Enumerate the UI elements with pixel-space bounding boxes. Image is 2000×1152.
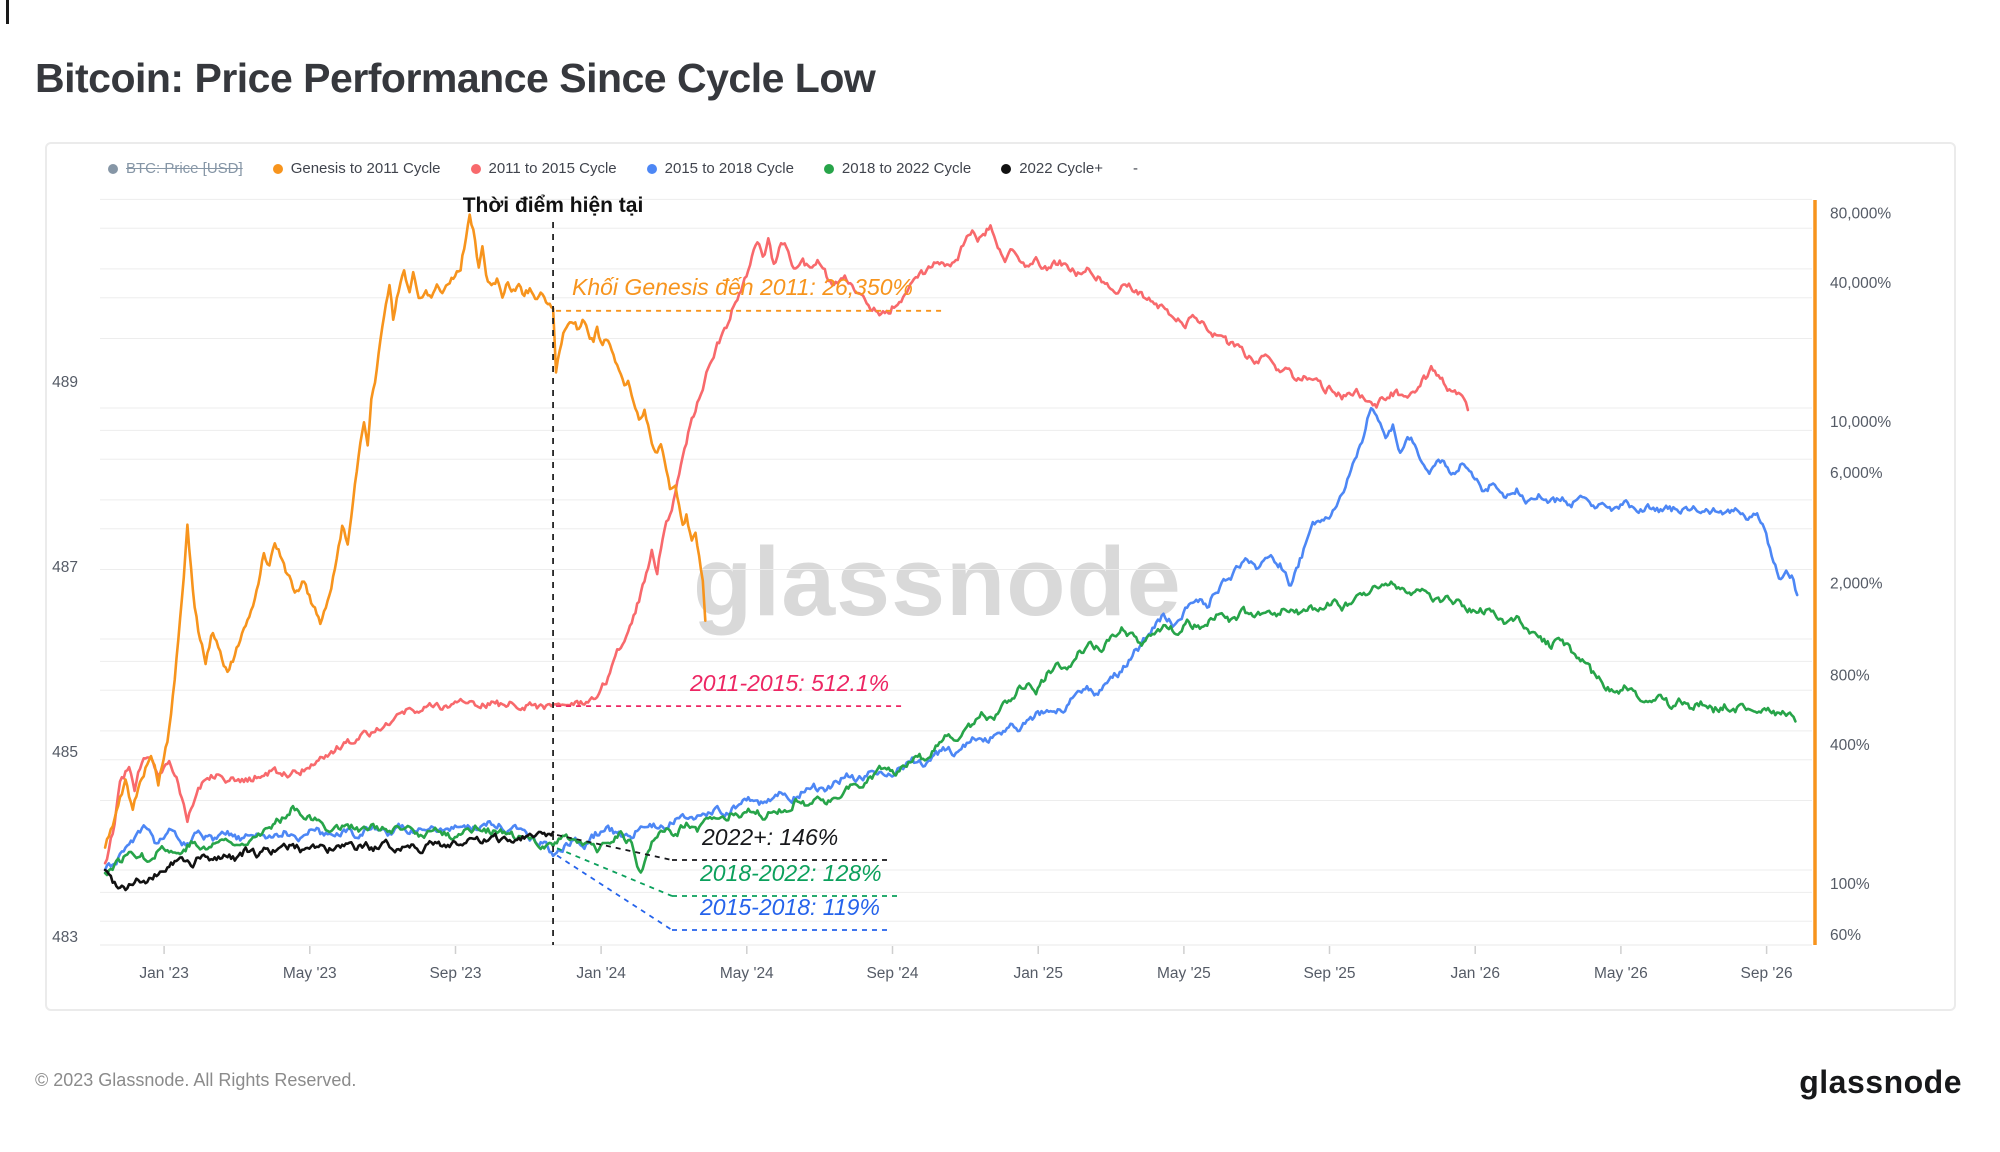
legend-label-c2015: 2015 to 2018 Cycle: [664, 160, 794, 177]
legend-item-c2018[interactable]: 2018 to 2022 Cycle: [823, 160, 972, 177]
legend-item-dash[interactable]: -: [1133, 160, 1138, 177]
legend-dot-btc-price: [108, 163, 118, 174]
legend-label-c2011: 2011 to 2015 Cycle: [488, 160, 617, 177]
legend-item-c2015[interactable]: 2015 to 2018 Cycle: [646, 160, 794, 177]
legend-item-c2011[interactable]: 2011 to 2015 Cycle: [470, 160, 617, 177]
x-tick-label: Jan '23: [139, 965, 189, 982]
y-right-tick-label: 60%: [1830, 927, 1861, 944]
x-tick-label: Sep '25: [1303, 965, 1355, 982]
x-tick-label: Jan '26: [1450, 965, 1500, 982]
y-left-tick-label: 489: [52, 374, 78, 391]
legend-item-c2022[interactable]: 2022 Cycle+: [1001, 160, 1103, 177]
x-tick-label: Sep '23: [429, 965, 481, 982]
leader-c2015: [556, 854, 673, 931]
annotation-2022-plus: 2022+: 146%: [702, 824, 839, 850]
annotation-genesis-2011: Khối Genesis đến 2011: 26,350%: [572, 274, 913, 300]
legend-label-genesis: Genesis to 2011 Cycle: [290, 160, 441, 177]
annotation-2018-2022: 2018-2022: 128%: [700, 860, 882, 886]
chart-legend: BTC: Price [USD] Genesis to 2011 Cycle 201…: [108, 160, 1138, 177]
legend-label-c2022: 2022 Cycle+: [1019, 160, 1103, 177]
leader-c2018: [556, 847, 673, 897]
legend-dot-c2018: [823, 163, 834, 174]
legend-label-c2018: 2018 to 2022 Cycle: [841, 160, 972, 177]
y-right-tick-label: 100%: [1830, 876, 1870, 893]
screen-corner-artifact: [6, 0, 9, 24]
annotation-2011-2015: 2011-2015: 512.1%: [690, 670, 890, 696]
y-right-tick-label: 2,000%: [1830, 575, 1883, 592]
page-title: Bitcoin: Price Performance Since Cycle L…: [35, 55, 876, 102]
annotation-2015-2018: 2015-2018: 119%: [700, 894, 880, 920]
series-path-c2018[interactable]: [103, 580, 1797, 877]
x-tick-label: Jan '24: [576, 965, 626, 982]
legend-label-dash: -: [1133, 160, 1138, 177]
x-tick-label: May '24: [720, 965, 774, 982]
y-right-tick-label: 40,000%: [1830, 275, 1891, 292]
glassnode-logo: glassnode: [1799, 1064, 1962, 1100]
chart-card: [45, 142, 1956, 1011]
legend-dot-c2011: [470, 163, 481, 174]
y-right-tick-label: 10,000%: [1830, 414, 1891, 431]
y-right-tick-label: 400%: [1830, 737, 1870, 754]
annotation-current-time: Thời điểm hiện tại: [462, 194, 644, 217]
y-left-tick-label: 483: [52, 929, 78, 946]
y-right-tick-label: 6,000%: [1830, 465, 1883, 482]
y-left-tick-label: 487: [52, 559, 78, 576]
x-tick-label: May '25: [1157, 965, 1211, 982]
series-path-c2022[interactable]: [103, 830, 555, 892]
series-path-c2011[interactable]: [103, 224, 1470, 865]
legend-item-genesis[interactable]: Genesis to 2011 Cycle: [272, 160, 441, 177]
legend-dot-c2022: [1001, 163, 1012, 174]
x-tick-label: Sep '26: [1741, 965, 1793, 982]
x-tick-label: Jan '25: [1013, 965, 1063, 982]
y-right-tick-label: 80,000%: [1830, 205, 1891, 222]
series-path-genesis[interactable]: [103, 213, 707, 849]
glassnode-watermark: glassnode: [693, 527, 1182, 636]
legend-label-btc-price: BTC: Price [USD]: [126, 160, 243, 177]
y-right-tick-label: 800%: [1830, 667, 1870, 684]
x-tick-label: May '26: [1594, 965, 1648, 982]
y-left-tick-label: 485: [52, 744, 78, 761]
footer-copyright: © 2023 Glassnode. All Rights Reserved.: [35, 1070, 357, 1090]
legend-dot-genesis: [272, 163, 283, 174]
legend-item-btc-price[interactable]: BTC: Price [USD]: [108, 160, 243, 177]
series-path-c2015[interactable]: [103, 406, 1799, 872]
x-tick-label: Sep '24: [866, 965, 918, 982]
legend-dot-c2015: [646, 163, 657, 174]
x-tick-label: May '23: [283, 965, 337, 982]
